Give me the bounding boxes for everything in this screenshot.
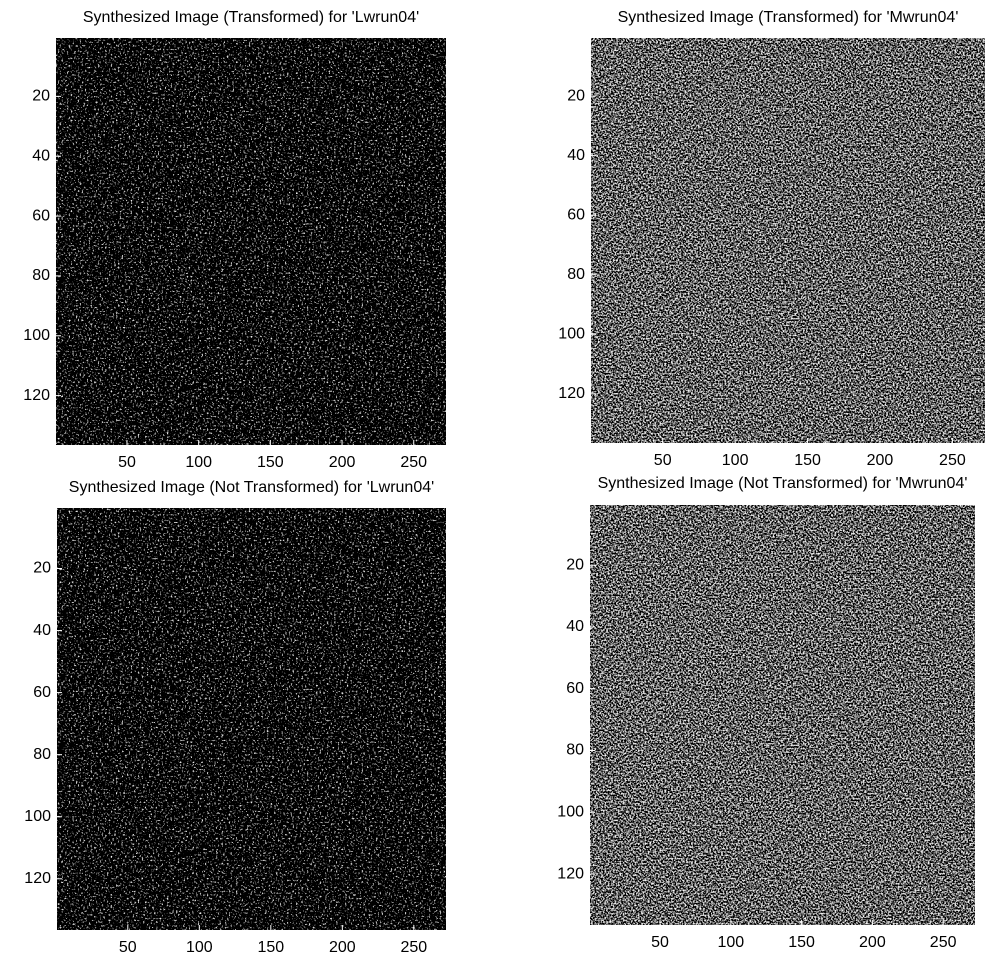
image-texture xyxy=(57,508,446,930)
y-tick-label: 40 xyxy=(33,622,51,639)
y-tick-label: 100 xyxy=(24,808,51,825)
y-tick-label: 120 xyxy=(558,385,585,402)
y-tick-label: 60 xyxy=(32,207,50,224)
x-tick-label: 250 xyxy=(930,934,957,951)
y-tick-label: 60 xyxy=(567,206,585,223)
x-tick-label: 100 xyxy=(722,452,749,469)
x-tick-label: 50 xyxy=(119,939,137,956)
y-tick-label: 20 xyxy=(567,87,585,104)
panel-title: Synthesized Image (Not Transformed) for … xyxy=(598,475,968,492)
y-tick-label: 40 xyxy=(567,147,585,164)
y-tick-label: 20 xyxy=(33,560,51,577)
x-tick-label: 200 xyxy=(867,452,894,469)
image-panel: Synthesized Image (Not Transformed) for … xyxy=(557,475,975,951)
x-tick-label: 200 xyxy=(329,939,356,956)
image-texture xyxy=(590,505,975,925)
image-panel: Synthesized Image (Transformed) for 'Mwr… xyxy=(558,9,985,469)
y-tick-label: 120 xyxy=(557,865,584,882)
x-tick-label: 50 xyxy=(118,454,136,471)
panel-title: Synthesized Image (Transformed) for 'Lwr… xyxy=(83,9,419,26)
y-tick-label: 40 xyxy=(32,147,50,164)
x-tick-label: 250 xyxy=(400,939,427,956)
y-tick-label: 60 xyxy=(566,680,584,697)
x-tick-label: 200 xyxy=(329,454,356,471)
x-tick-label: 50 xyxy=(651,934,669,951)
y-tick-label: 100 xyxy=(558,326,585,343)
panel-title: Synthesized Image (Transformed) for 'Mwr… xyxy=(618,9,959,26)
y-tick-label: 20 xyxy=(32,88,50,105)
x-tick-label: 250 xyxy=(400,454,427,471)
x-tick-label: 100 xyxy=(185,454,212,471)
y-tick-label: 100 xyxy=(23,327,50,344)
y-tick-label: 40 xyxy=(566,618,584,635)
x-tick-label: 150 xyxy=(794,452,821,469)
y-tick-label: 80 xyxy=(566,742,584,759)
panel-title: Synthesized Image (Not Transformed) for … xyxy=(69,479,434,496)
y-tick-label: 80 xyxy=(32,267,50,284)
x-tick-label: 100 xyxy=(186,939,213,956)
x-tick-label: 150 xyxy=(257,454,284,471)
x-tick-label: 250 xyxy=(939,452,966,469)
x-tick-label: 150 xyxy=(788,934,815,951)
y-tick-label: 120 xyxy=(24,870,51,887)
y-tick-label: 80 xyxy=(567,266,585,283)
image-panel: Synthesized Image (Not Transformed) for … xyxy=(24,479,446,956)
y-tick-label: 80 xyxy=(33,746,51,763)
image-panel: Synthesized Image (Transformed) for 'Lwr… xyxy=(23,9,446,471)
image-texture xyxy=(56,38,446,445)
x-tick-label: 200 xyxy=(859,934,886,951)
x-tick-label: 100 xyxy=(717,934,744,951)
y-tick-label: 100 xyxy=(557,803,584,820)
y-tick-label: 20 xyxy=(566,556,584,573)
y-tick-label: 60 xyxy=(33,684,51,701)
x-tick-label: 50 xyxy=(654,452,672,469)
y-tick-label: 120 xyxy=(23,387,50,404)
image-texture xyxy=(591,38,985,443)
x-tick-label: 150 xyxy=(257,939,284,956)
